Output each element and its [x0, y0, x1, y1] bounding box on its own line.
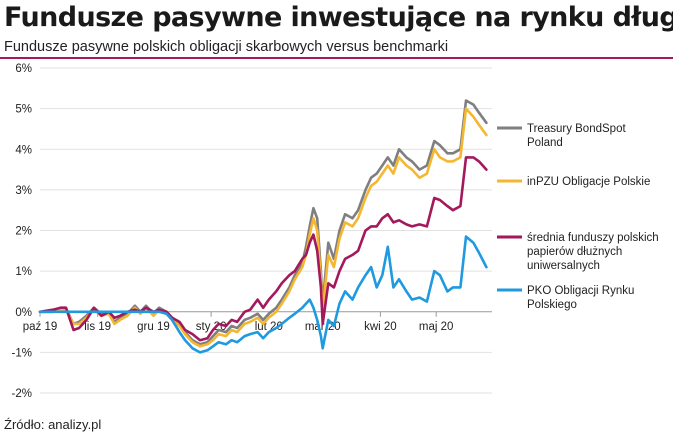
- legend-item-3[interactable]: średnia funduszy polskich papierów dłużny…: [497, 232, 659, 272]
- y-tick-label: 6%: [15, 63, 32, 75]
- chart-legend[interactable]: Treasury BondSpot Poland inPZU Obligacje P…: [497, 123, 659, 311]
- legend-label: Treasury BondSpot Poland: [527, 123, 626, 149]
- x-tick-label: lis 19: [84, 321, 111, 333]
- chart-gridlines: [40, 67, 492, 394]
- y-tick-label: 0%: [15, 307, 32, 319]
- y-tick-label: -2%: [12, 388, 32, 400]
- series-line-4: [38, 235, 488, 354]
- legend-label: inPZU Obligacje Polskie: [527, 176, 650, 188]
- series-line-1: [38, 99, 488, 346]
- page-title: Fundusze pasywne inwestujące na rynku dł…: [4, 2, 673, 33]
- legend-item-2[interactable]: inPZU Obligacje Polskie: [497, 176, 650, 188]
- chart-series: [38, 99, 488, 354]
- line-chart: 6%5%4%3%2%1%0%-1%-2% paź 19 lis 19 gru 19 s…: [12, 63, 659, 400]
- x-tick-label: paź 19: [23, 321, 58, 333]
- y-tick-label: 2%: [15, 226, 32, 238]
- page-subtitle: Fundusze pasywne polskich obligacji skar…: [4, 39, 449, 55]
- y-tick-label: 5%: [15, 104, 32, 116]
- x-tick-label: maj 20: [419, 321, 454, 333]
- y-axis-ticks: 6% 5% 4% 3% 2% 1% 0% -1% -2%: [12, 63, 32, 400]
- y-tick-label: 4%: [15, 144, 32, 156]
- y-tick-label: -1%: [12, 347, 32, 359]
- y-tick-label: 3%: [15, 185, 32, 197]
- legend-label: PKO Obligacji Rynku Polskiego: [527, 285, 634, 311]
- x-tick-label: gru 19: [137, 321, 170, 333]
- x-tick-label: kwi 20: [364, 321, 397, 333]
- y-tick-label: 1%: [15, 266, 32, 278]
- title-divider: [0, 57, 673, 59]
- series-line-2: [38, 107, 488, 348]
- legend-label: średnia funduszy polskich papierów dłużny…: [527, 232, 659, 272]
- legend-item-4[interactable]: PKO Obligacji Rynku Polskiego: [497, 285, 634, 311]
- source-note: Źródło: analizy.pl: [4, 417, 102, 432]
- legend-item-1[interactable]: Treasury BondSpot Poland: [497, 123, 626, 149]
